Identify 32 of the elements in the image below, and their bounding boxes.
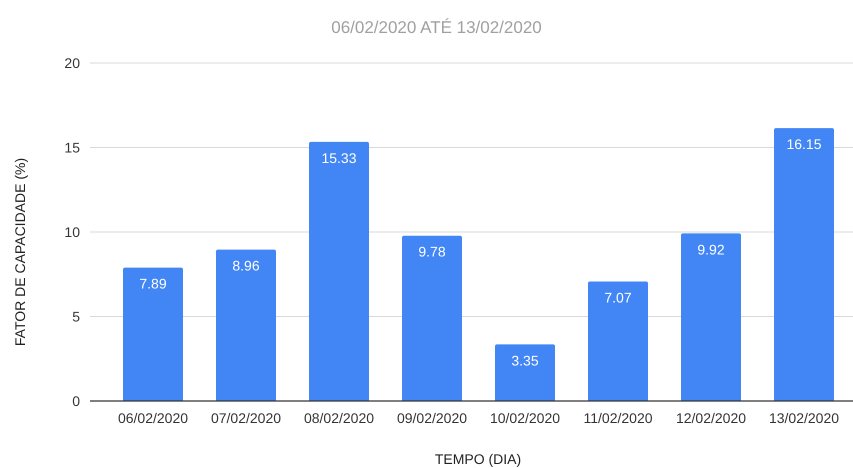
y-tick-label: 20 xyxy=(64,55,80,71)
chart-title: 06/02/2020 ATÉ 13/02/2020 xyxy=(331,18,542,37)
x-tick-label: 11/02/2020 xyxy=(583,410,653,426)
bar xyxy=(588,282,648,401)
y-axis-title: FATOR DE CAPACIDADE (%) xyxy=(12,158,28,346)
x-tick-label: 12/02/2020 xyxy=(676,410,746,426)
data-label: 16.15 xyxy=(786,136,822,152)
bar xyxy=(402,236,462,401)
y-tick-label: 15 xyxy=(64,140,80,156)
bar xyxy=(309,142,369,401)
x-tick-label: 09/02/2020 xyxy=(396,410,468,426)
data-label: 3.35 xyxy=(511,352,539,368)
data-label: 9.78 xyxy=(418,244,446,260)
x-tick-label: 13/02/2020 xyxy=(768,410,840,426)
bar xyxy=(495,344,555,401)
bar xyxy=(774,128,834,401)
x-axis-title: TEMPO (DIA) xyxy=(434,451,522,467)
bar xyxy=(216,250,276,401)
data-label: 7.07 xyxy=(604,290,632,306)
bar xyxy=(681,233,741,401)
data-label: 9.92 xyxy=(697,241,725,258)
data-label: 7.89 xyxy=(139,276,167,292)
x-tick-label: 10/02/2020 xyxy=(490,410,560,426)
data-label: 15.33 xyxy=(321,150,357,166)
x-tick-label: 06/02/2020 xyxy=(118,410,188,426)
y-tick-label: 0 xyxy=(72,393,80,409)
x-tick-label: 07/02/2020 xyxy=(210,410,282,426)
data-label: 8.96 xyxy=(232,258,260,274)
y-tick-label: 10 xyxy=(64,224,80,240)
y-tick-label: 5 xyxy=(72,308,80,324)
bar xyxy=(123,268,183,401)
x-tick-label: 08/02/2020 xyxy=(304,410,374,426)
